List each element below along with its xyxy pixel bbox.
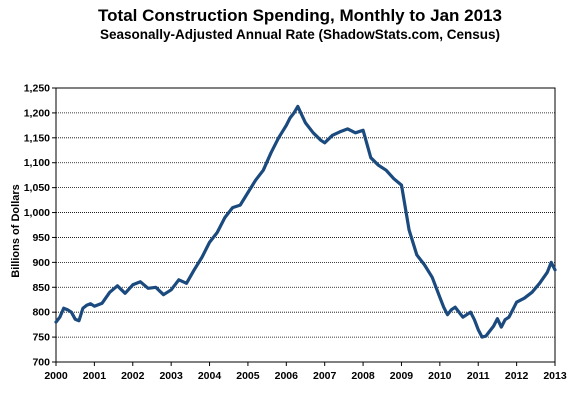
y-axis-label: Billions of Dollars	[10, 184, 22, 278]
series-line	[54, 104, 557, 339]
x-tick-label: 2013	[543, 370, 567, 382]
chart-title: Total Construction Spending, Monthly to …	[98, 6, 502, 25]
y-tick-label: 700	[32, 357, 50, 369]
x-tick-label: 2011	[467, 370, 490, 382]
y-axis-ticks: 700 750 800 850 900 950 1,000 1,050 1,100 1,150 1,…	[24, 83, 56, 369]
y-tick-label: 850	[32, 282, 50, 294]
y-tick-label: 1,250	[24, 83, 50, 95]
y-tick-label: 900	[32, 257, 50, 269]
x-tick-label: 2003	[159, 370, 183, 382]
x-tick-label: 2012	[505, 370, 529, 382]
y-tick-label: 1,050	[24, 182, 50, 194]
y-tick-label: 1,100	[24, 157, 50, 169]
gridlines	[56, 87, 555, 363]
x-tick-label: 2010	[428, 370, 452, 382]
x-tick-label: 2000	[44, 370, 68, 382]
chart-subtitle: Seasonally-Adjusted Annual Rate (ShadowS…	[100, 27, 500, 42]
y-tick-label: 750	[32, 332, 50, 344]
x-tick-label: 2001	[83, 370, 107, 382]
series-group	[54, 104, 557, 339]
x-tick-label: 2004	[198, 370, 222, 382]
x-tick-label: 2006	[275, 370, 299, 382]
y-tick-label: 950	[32, 232, 50, 244]
x-tick-label: 2009	[390, 370, 414, 382]
x-axis-ticks: 2000 2001 2002 2003 2004 2005 2006 2007 2008 2009…	[44, 362, 567, 382]
x-tick-label: 2002	[121, 370, 145, 382]
y-tick-label: 1,000	[24, 207, 50, 219]
plot-area	[55, 87, 556, 363]
x-tick-label: 2007	[313, 370, 337, 382]
y-tick-label: 1,200	[24, 107, 50, 119]
x-tick-label: 2005	[236, 370, 260, 382]
y-tick-label: 1,150	[24, 132, 50, 144]
y-tick-label: 800	[32, 307, 50, 319]
x-tick-label: 2008	[351, 370, 375, 382]
